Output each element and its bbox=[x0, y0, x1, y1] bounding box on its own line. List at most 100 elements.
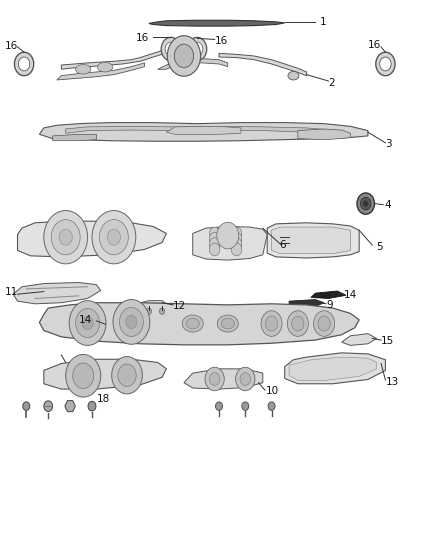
Text: 5: 5 bbox=[377, 242, 383, 252]
Circle shape bbox=[380, 57, 391, 71]
Text: 2: 2 bbox=[328, 78, 335, 87]
Circle shape bbox=[82, 316, 93, 330]
Circle shape bbox=[66, 354, 101, 397]
Circle shape bbox=[209, 227, 220, 240]
Text: 6: 6 bbox=[279, 240, 286, 250]
Polygon shape bbox=[39, 303, 359, 345]
Circle shape bbox=[314, 311, 335, 336]
Polygon shape bbox=[65, 401, 75, 411]
Ellipse shape bbox=[186, 318, 199, 329]
Ellipse shape bbox=[217, 315, 238, 332]
Polygon shape bbox=[342, 334, 377, 345]
Ellipse shape bbox=[97, 62, 113, 72]
Circle shape bbox=[99, 220, 128, 255]
Polygon shape bbox=[272, 227, 350, 254]
Polygon shape bbox=[193, 227, 267, 260]
Circle shape bbox=[360, 197, 371, 210]
Text: 11: 11 bbox=[4, 287, 18, 296]
Text: 1: 1 bbox=[320, 18, 326, 27]
Text: 18: 18 bbox=[96, 394, 110, 403]
Circle shape bbox=[209, 238, 220, 251]
Circle shape bbox=[215, 402, 223, 410]
Circle shape bbox=[161, 37, 180, 61]
Circle shape bbox=[44, 211, 88, 264]
Circle shape bbox=[146, 308, 152, 314]
Circle shape bbox=[165, 42, 177, 56]
Circle shape bbox=[51, 220, 80, 255]
Circle shape bbox=[69, 301, 106, 345]
Circle shape bbox=[231, 238, 242, 251]
Circle shape bbox=[112, 357, 142, 394]
Circle shape bbox=[364, 201, 368, 206]
Polygon shape bbox=[53, 134, 96, 141]
Circle shape bbox=[357, 193, 374, 214]
Text: 16: 16 bbox=[4, 41, 18, 51]
Circle shape bbox=[118, 364, 136, 386]
Circle shape bbox=[92, 211, 136, 264]
Circle shape bbox=[174, 44, 194, 68]
Text: 15: 15 bbox=[381, 336, 394, 346]
Circle shape bbox=[231, 227, 242, 240]
Text: 16: 16 bbox=[215, 36, 228, 45]
Circle shape bbox=[59, 229, 72, 245]
Polygon shape bbox=[61, 51, 162, 69]
Polygon shape bbox=[285, 353, 385, 384]
Polygon shape bbox=[18, 221, 166, 257]
Text: 14: 14 bbox=[344, 290, 357, 300]
Circle shape bbox=[209, 243, 220, 256]
Circle shape bbox=[292, 316, 304, 331]
Polygon shape bbox=[13, 282, 101, 304]
Text: 3: 3 bbox=[385, 139, 392, 149]
Polygon shape bbox=[158, 59, 228, 69]
Circle shape bbox=[23, 402, 30, 410]
Circle shape bbox=[205, 367, 224, 391]
Circle shape bbox=[268, 402, 275, 410]
Circle shape bbox=[126, 315, 137, 329]
Text: 10: 10 bbox=[266, 386, 279, 396]
Circle shape bbox=[217, 222, 239, 249]
Ellipse shape bbox=[182, 315, 203, 332]
Circle shape bbox=[231, 243, 242, 256]
Text: 16: 16 bbox=[368, 41, 381, 50]
Circle shape bbox=[318, 316, 330, 331]
Circle shape bbox=[240, 373, 251, 385]
Polygon shape bbox=[39, 123, 368, 141]
Circle shape bbox=[44, 401, 53, 411]
Circle shape bbox=[242, 402, 249, 410]
Text: 4: 4 bbox=[384, 200, 391, 210]
Polygon shape bbox=[311, 291, 346, 298]
Polygon shape bbox=[289, 300, 324, 308]
Polygon shape bbox=[184, 369, 263, 389]
Polygon shape bbox=[298, 129, 350, 140]
Ellipse shape bbox=[221, 318, 234, 329]
Polygon shape bbox=[219, 53, 307, 76]
Circle shape bbox=[187, 37, 207, 61]
Polygon shape bbox=[289, 357, 377, 381]
Circle shape bbox=[209, 373, 220, 385]
Ellipse shape bbox=[75, 64, 91, 74]
Circle shape bbox=[120, 308, 143, 336]
Ellipse shape bbox=[288, 71, 299, 80]
Circle shape bbox=[18, 57, 30, 71]
Text: 14: 14 bbox=[79, 315, 92, 325]
Circle shape bbox=[261, 311, 282, 336]
Polygon shape bbox=[267, 223, 359, 258]
Circle shape bbox=[167, 36, 201, 76]
Circle shape bbox=[113, 300, 150, 344]
Circle shape bbox=[88, 401, 96, 411]
Polygon shape bbox=[149, 20, 285, 26]
Circle shape bbox=[76, 309, 99, 337]
Text: 13: 13 bbox=[385, 377, 399, 386]
Text: 12: 12 bbox=[173, 301, 186, 311]
Circle shape bbox=[231, 232, 242, 245]
Circle shape bbox=[236, 367, 255, 391]
Polygon shape bbox=[166, 126, 241, 134]
Polygon shape bbox=[140, 301, 166, 306]
Text: 16: 16 bbox=[136, 34, 149, 43]
Circle shape bbox=[265, 316, 278, 331]
Polygon shape bbox=[96, 322, 131, 329]
Polygon shape bbox=[57, 63, 145, 80]
Circle shape bbox=[107, 229, 120, 245]
Polygon shape bbox=[66, 126, 333, 133]
Text: 9: 9 bbox=[326, 300, 333, 310]
